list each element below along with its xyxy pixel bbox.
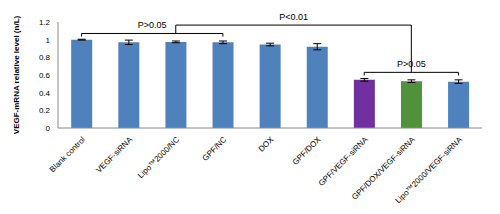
svg-text:P>0.05: P>0.05 [397, 59, 426, 69]
svg-text:0.8: 0.8 [39, 53, 51, 62]
svg-text:GPF/VEGF-siRNA: GPF/VEGF-siRNA [317, 135, 370, 188]
svg-text:0.2: 0.2 [39, 106, 51, 115]
svg-text:DOX: DOX [257, 135, 276, 154]
svg-text:1: 1 [46, 36, 51, 45]
svg-text:P<0.01: P<0.01 [279, 12, 308, 22]
svg-text:Lipo™2000/VEGF-siRNA: Lipo™2000/VEGF-siRNA [394, 135, 465, 206]
svg-text:Lipo™2000/NC: Lipo™2000/NC [136, 135, 181, 180]
svg-text:GPF/NC: GPF/NC [201, 135, 229, 163]
svg-text:Blank control: Blank control [48, 135, 87, 174]
svg-text:0.6: 0.6 [39, 71, 51, 80]
svg-text:VEGF-mRNA relative level (n/L): VEGF-mRNA relative level (n/L) [12, 15, 21, 134]
svg-text:VEGF-siRNA: VEGF-siRNA [94, 135, 134, 175]
svg-text:P>0.05: P>0.05 [138, 20, 167, 30]
svg-text:0.4: 0.4 [39, 89, 51, 98]
svg-text:0: 0 [46, 124, 51, 133]
svg-text:GPF/DOX/VEGF-siRNA: GPF/DOX/VEGF-siRNA [350, 135, 417, 202]
svg-text:1.2: 1.2 [39, 18, 51, 27]
svg-text:GPF/DOX: GPF/DOX [291, 135, 323, 167]
